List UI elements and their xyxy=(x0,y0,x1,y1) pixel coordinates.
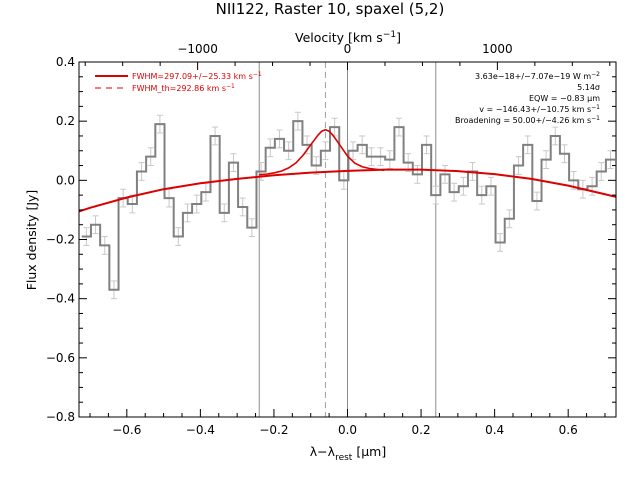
continuum-fit-line xyxy=(79,168,616,213)
x-tick-label: 0.4 xyxy=(485,423,504,437)
legend-fwhm-th-label: FWHM_th=292.86 km s−1 xyxy=(132,83,235,93)
x-tick-label: 0.2 xyxy=(412,423,431,437)
x-tick-label: −0.2 xyxy=(259,423,288,437)
fit-annotations: 3.63e−18+/−7.07e−19 W m−2 5.14σ EQW = −0… xyxy=(455,71,600,125)
top-tick-label: 1000 xyxy=(482,42,513,56)
x-tick-label: 0.0 xyxy=(338,423,357,437)
top-tick-label: −1000 xyxy=(177,42,218,56)
y-tick-label: 0.2 xyxy=(56,114,75,128)
annotation-velocity: v = −146.43+/−10.75 km s−1 xyxy=(479,104,600,114)
x-tick-label: −0.4 xyxy=(186,423,215,437)
y-tick-label: 0.0 xyxy=(56,173,75,187)
fit-curves xyxy=(79,128,616,213)
top-axis-label: Velocity [km s−1] xyxy=(295,30,401,45)
observed-spectrum xyxy=(81,120,616,291)
top-tick-label: 0 xyxy=(344,42,352,56)
x-axis-label: λ−λrest [μm] xyxy=(310,444,386,463)
error-bars xyxy=(83,111,614,300)
y-tick-label: −0.2 xyxy=(46,233,75,247)
top-axis-ticks: −1000 0 1000 xyxy=(84,42,611,70)
y-axis-ticks: −0.8 −0.6 −0.4 −0.2 0.0 0.2 0.4 xyxy=(46,55,616,424)
legend: FWHM=297.09+/−25.33 km s−1 FWHM_th=292.8… xyxy=(95,71,262,93)
legend-fwhm-label: FWHM=297.09+/−25.33 km s−1 xyxy=(132,71,262,81)
y-tick-label: −0.6 xyxy=(46,351,75,365)
x-tick-label: −0.6 xyxy=(112,423,141,437)
y-axis-label: Flux density [Jy] xyxy=(24,190,39,291)
y-tick-label: −0.4 xyxy=(46,292,75,306)
annotation-flux: 3.63e−18+/−7.07e−19 W m−2 xyxy=(475,71,600,81)
chart-title: NII122, Raster 10, spaxel (5,2) xyxy=(216,0,445,18)
x-tick-label: 0.6 xyxy=(559,423,578,437)
reference-lines xyxy=(258,62,437,417)
line-fit-curve xyxy=(259,128,385,176)
annotation-significance: 5.14σ xyxy=(577,83,600,92)
y-tick-label: 0.4 xyxy=(56,55,75,69)
x-axis-ticks: −0.6 −0.4 −0.2 0.0 0.2 0.4 0.6 xyxy=(89,409,606,437)
y-tick-label: −0.8 xyxy=(46,410,75,424)
annotation-broadening: Broadening = 50.00+/−4.26 km s−1 xyxy=(455,115,600,125)
spectrum-steps xyxy=(81,120,616,291)
annotation-eqw: EQW = −0.83 μm xyxy=(529,94,600,103)
